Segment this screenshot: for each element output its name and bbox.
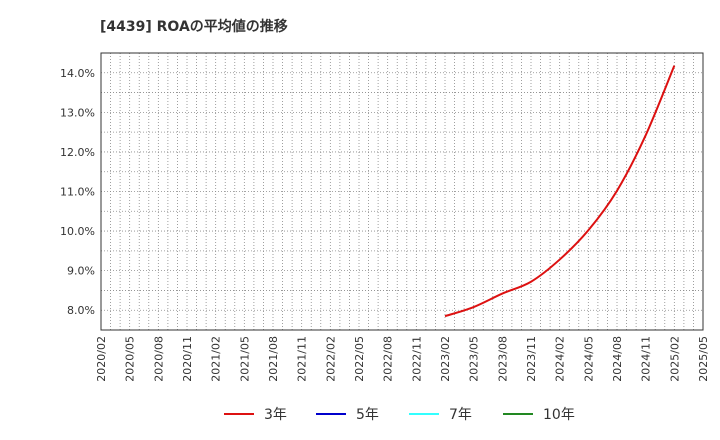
y-axis-ticks: 8.0% 9.0% 10.0% 11.0% 12.0% 13.0% 14.0% [60, 67, 95, 317]
series-line [444, 65, 676, 318]
legend-label: 3年 [264, 407, 287, 423]
x-tick-label: 2023/08 [496, 336, 509, 382]
x-tick-label: 2024/11 [640, 336, 653, 382]
chart-title: [4439] ROAの平均値の推移 [100, 18, 288, 35]
plot-frame [100, 52, 704, 331]
x-tick-label: 2022/05 [353, 336, 366, 382]
x-tick-label: 2021/05 [238, 336, 251, 382]
legend: 3年 5年 7年 10年 [224, 407, 575, 423]
x-tick-label: 2022/02 [324, 336, 337, 382]
x-tick-label: 2023/11 [525, 336, 538, 382]
y-tick-label: 8.0% [67, 304, 95, 317]
x-tick-label: 2020/02 [95, 336, 108, 382]
x-tick-label: 2023/02 [439, 336, 452, 382]
x-tick-label: 2022/08 [382, 336, 395, 382]
x-tick-label: 2024/05 [582, 336, 595, 382]
x-tick-label: 2021/11 [296, 336, 309, 382]
x-tick-label: 2020/11 [181, 336, 194, 382]
x-tick-label: 2020/05 [124, 336, 137, 382]
x-tick-label: 2025/05 [697, 336, 710, 382]
x-tick-label: 2024/02 [554, 336, 567, 382]
x-axis-ticks: 2020/02 2020/05 2020/08 2020/11 2021/02 2021/… [95, 336, 710, 382]
x-tick-label: 2023/05 [468, 336, 481, 382]
y-tick-label: 14.0% [60, 67, 95, 80]
y-tick-label: 9.0% [67, 265, 95, 278]
legend-label: 10年 [543, 407, 575, 423]
y-tick-label: 11.0% [60, 186, 95, 199]
x-tick-label: 2021/08 [267, 336, 280, 382]
x-tick-label: 2021/02 [210, 336, 223, 382]
x-tick-label: 2024/08 [611, 336, 624, 382]
x-tick-label: 2025/02 [668, 336, 681, 382]
y-tick-label: 12.0% [60, 146, 95, 159]
y-tick-label: 10.0% [60, 225, 95, 238]
x-tick-label: 2020/08 [152, 336, 165, 382]
legend-label: 5年 [356, 407, 379, 423]
horizontal-gridlines [101, 72, 703, 311]
y-tick-label: 13.0% [60, 106, 95, 119]
series-lines [444, 65, 676, 318]
legend-label: 7年 [449, 407, 472, 423]
x-tick-label: 2022/11 [410, 336, 423, 382]
